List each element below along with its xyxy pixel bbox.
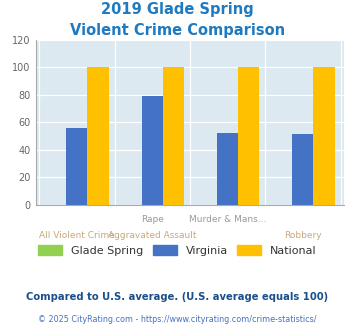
Text: Aggravated Assault: Aggravated Assault [108, 231, 197, 240]
Legend: Glade Spring, Virginia, National: Glade Spring, Virginia, National [34, 241, 321, 260]
Bar [163, 67, 184, 205]
Bar [87, 67, 109, 205]
Text: Violent Crime Comparison: Violent Crime Comparison [70, 23, 285, 38]
Text: Murder & Mans...: Murder & Mans... [189, 214, 266, 223]
Text: Compared to U.S. average. (U.S. average equals 100): Compared to U.S. average. (U.S. average … [26, 292, 329, 302]
Text: Rape: Rape [141, 214, 164, 223]
Text: © 2025 CityRating.com - https://www.cityrating.com/crime-statistics/: © 2025 CityRating.com - https://www.city… [38, 315, 317, 324]
Bar [66, 128, 87, 205]
Bar [238, 67, 259, 205]
Text: 2019 Glade Spring: 2019 Glade Spring [101, 2, 254, 16]
Bar [313, 67, 334, 205]
Bar [293, 135, 313, 205]
Bar [142, 96, 163, 205]
Text: Robbery: Robbery [284, 231, 322, 240]
Bar [217, 133, 238, 205]
Text: All Violent Crime: All Violent Crime [39, 231, 115, 240]
